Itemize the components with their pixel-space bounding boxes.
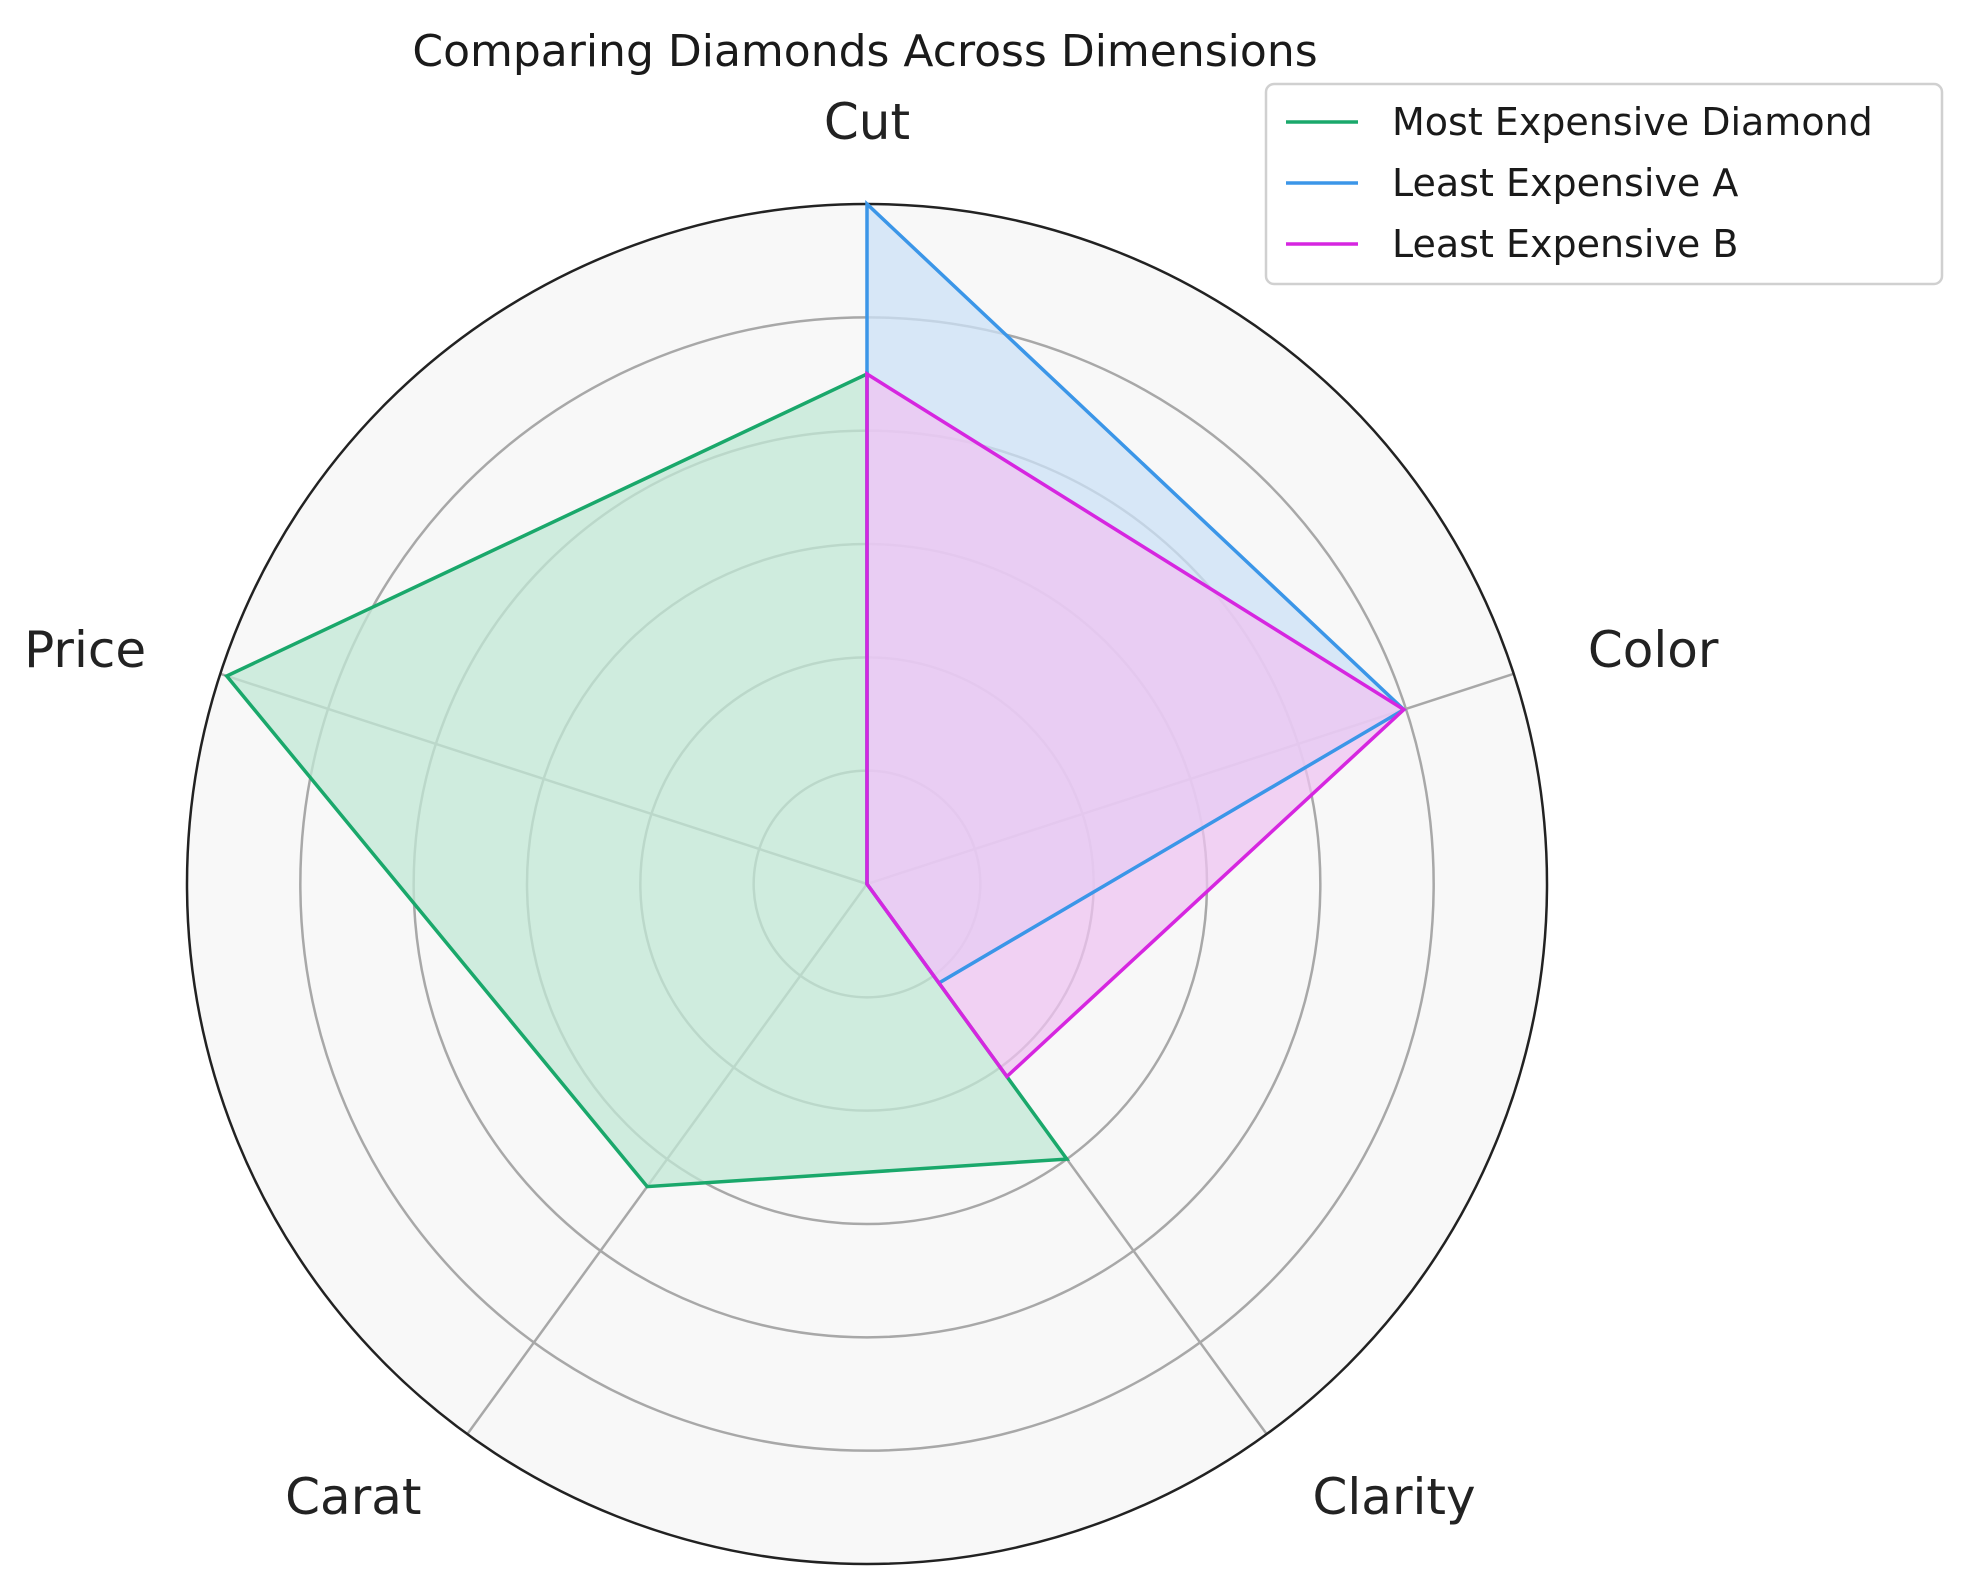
legend-item-most-expensive-diamond: Most Expensive Diamond [1286,100,1873,144]
axis-label-carat: Carat [285,1468,421,1526]
axis-label-price: Price [24,621,146,679]
legend-label: Most Expensive Diamond [1392,100,1873,144]
legend-label: Least Expensive A [1392,161,1738,205]
chart-title: Comparing Diamonds Across Dimensions [412,26,1317,77]
legend-item-least-expensive-b: Least Expensive B [1286,222,1738,266]
series-line-least-expensive-b [865,370,1407,1080]
axis-label-clarity: Clarity [1313,1468,1476,1526]
axis-label-color: Color [1588,621,1719,679]
axis-label-cut: Cut [824,93,910,151]
legend-label: Least Expensive B [1392,222,1738,266]
legend-item-least-expensive-a: Least Expensive A [1286,161,1738,205]
series-fill-least-expensive-b [867,374,1404,1077]
plot-area: Cut Color Clarity Carat Price [24,93,1719,1566]
legend: Most Expensive Diamond Least Expensive A L… [1264,82,1944,286]
legend-box [1264,82,1944,286]
